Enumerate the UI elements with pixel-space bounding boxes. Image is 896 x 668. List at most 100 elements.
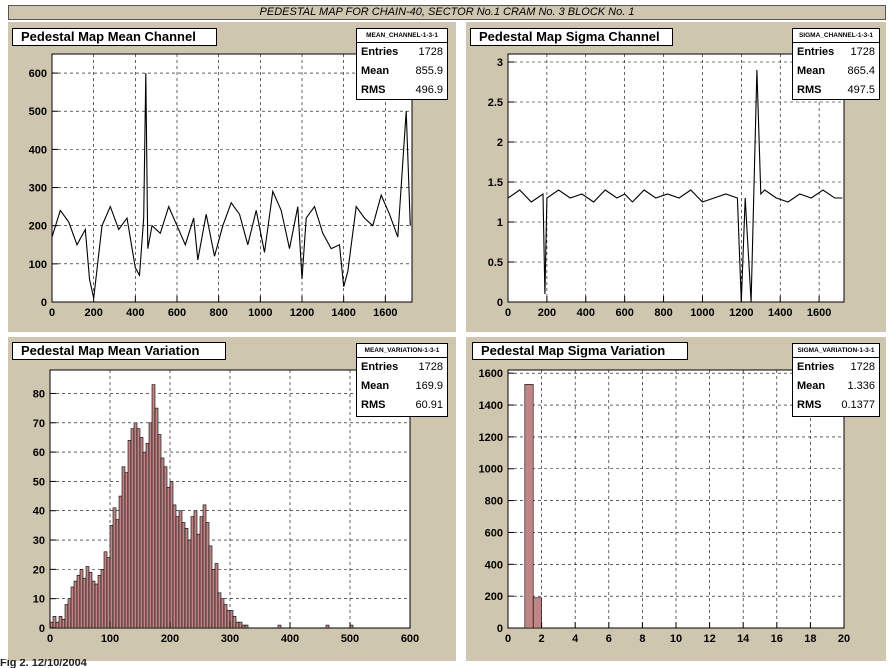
histogram-bar [139, 437, 144, 629]
y-tick-label: 1400 [479, 400, 503, 412]
histogram-bar [178, 510, 183, 629]
y-tick-label: 2 [497, 137, 503, 149]
stats-entries-label: Entries [797, 46, 835, 58]
stats-box: SIGMA_VARIATION-1-3-1 Entries 1728 Mean 1.… [792, 343, 880, 417]
series-line [507, 69, 843, 303]
stats-rms: 0.1377 [841, 399, 875, 411]
histogram-bar [151, 384, 156, 629]
histogram-bar [169, 481, 174, 629]
histogram-bar [58, 615, 63, 629]
y-tick-label: 10 [33, 594, 45, 606]
x-tick-label: 16 [771, 633, 783, 645]
y-tick-label: 3 [497, 57, 503, 69]
histogram-bar [160, 457, 165, 629]
histogram-bar [64, 604, 69, 629]
stats-name: MEAN_VARIATION-1-3-1 [357, 344, 447, 358]
chart-title: Pedestal Map Sigma Variation [472, 342, 688, 360]
y-tick-label: 500 [29, 106, 47, 118]
stats-rms: 60.91 [415, 399, 443, 411]
x-tick-label: 18 [804, 633, 816, 645]
panel-mean-variation: 0 100 200 300 400 500 600 0 10 20 30 40 50 60 70 80 Ped… [8, 337, 456, 661]
chart-sigma-channel: 0 200 400 600 800 1000 1200 1400 1600 0 0.5 1 1.5 2 2.… [488, 53, 845, 319]
histogram-bar [112, 507, 117, 629]
histogram-bar [61, 618, 66, 629]
stats-box: SIGMA_CHANNEL-1-3-1 Entries 1728 Mean 865.… [792, 28, 880, 100]
y-tick-label: 50 [33, 476, 45, 488]
x-tick-label: 14 [737, 633, 750, 645]
y-tick-label: 80 [33, 388, 45, 400]
y-tick-label: 1600 [479, 368, 503, 380]
x-tick-label: 1000 [690, 307, 714, 319]
y-tick-label: 70 [33, 418, 45, 430]
stats-name: MEAN_CHANNEL-1-3-1 [357, 29, 447, 43]
chart-title: Pedestal Map Mean Channel [12, 28, 217, 46]
x-tick-label: 400 [126, 307, 144, 319]
x-tick-label: 0 [505, 633, 511, 645]
y-tick-label: 0 [497, 623, 503, 635]
stats-entries-label: Entries [361, 361, 399, 373]
histogram-bar [163, 466, 168, 629]
chart-mean-channel: 0 200 400 600 800 1000 1200 1400 1600 0 100 200 300 4… [29, 53, 413, 319]
y-tick-label: 400 [29, 144, 47, 156]
panel-mean-channel: 0 200 400 600 800 1000 1200 1400 1600 0 100 200 300 4… [8, 22, 456, 332]
histogram-bar [199, 516, 204, 629]
y-tick-label: 0 [39, 623, 45, 635]
page-banner: PEDESTAL MAP FOR CHAIN-40, SECTOR No.1 C… [8, 5, 886, 20]
histogram-bar [235, 621, 240, 629]
panel-sigma-variation: 0 2 4 6 8 10 12 14 16 18 20 0 200 400 600 800 1000 1200 14… [466, 337, 886, 661]
histogram-bar [52, 615, 57, 629]
histogram-bar [145, 442, 150, 629]
histogram-bar [166, 486, 171, 629]
x-tick-label: 6 [606, 633, 612, 645]
histogram-bar [118, 495, 123, 629]
x-tick-label: 800 [209, 307, 227, 319]
histogram-bar [184, 528, 189, 629]
histogram-bar [205, 522, 210, 629]
histogram-bar [73, 580, 78, 629]
stats-box: MEAN_CHANNEL-1-3-1 Entries 1728 Mean 855.9… [356, 28, 448, 100]
x-tick-label: 1200 [729, 307, 753, 319]
stats-mean-label: Mean [361, 65, 390, 77]
histogram-bar [136, 428, 141, 629]
stats-rms-label: RMS [797, 84, 822, 96]
chart-sigma-variation: 0 2 4 6 8 10 12 14 16 18 2002004006008001000120014… [479, 368, 851, 645]
x-tick-label: 1400 [331, 307, 355, 319]
histogram-bar [238, 621, 243, 629]
x-tick-label: 1200 [290, 307, 314, 319]
histogram-bar [148, 422, 153, 629]
x-tick-label: 100 [101, 633, 119, 645]
chart-title: Pedestal Map Mean Variation [12, 342, 226, 360]
histogram-bar [79, 569, 84, 629]
histogram-bar [524, 384, 534, 629]
y-tick-label: 20 [33, 564, 45, 576]
histogram-bar [133, 422, 138, 629]
histogram-bar [223, 604, 228, 629]
histogram-bar [214, 563, 219, 629]
y-tick-label: 1200 [479, 432, 503, 444]
stats-box: MEAN_VARIATION-1-3-1 Entries 1728 Mean 169… [356, 343, 448, 417]
x-tick-label: 600 [401, 633, 419, 645]
histogram-bar [190, 516, 195, 629]
x-tick-label: 0 [49, 307, 55, 319]
series-line [51, 73, 411, 299]
x-tick-label: 2 [539, 633, 545, 645]
x-tick-label: 12 [703, 633, 715, 645]
footer-caption: Fig 2. 12/10/2004 [0, 659, 87, 668]
histogram-bar [325, 624, 330, 629]
stats-mean-label: Mean [797, 380, 826, 392]
x-tick-label: 1600 [807, 307, 831, 319]
stats-mean: 1.336 [847, 380, 875, 392]
histogram-bar [157, 434, 162, 629]
histogram-bar [97, 574, 102, 629]
histogram-bar [106, 557, 111, 629]
histogram-bar [94, 583, 99, 629]
stats-name: SIGMA_VARIATION-1-3-1 [793, 344, 879, 358]
stats-name: SIGMA_CHANNEL-1-3-1 [793, 29, 879, 43]
histogram-bar [142, 451, 147, 629]
histogram-bar [208, 545, 213, 629]
stats-mean: 855.9 [415, 65, 443, 77]
x-tick-label: 8 [639, 633, 645, 645]
stats-rms: 496.9 [415, 84, 443, 96]
stats-mean: 169.9 [415, 380, 443, 392]
stats-rms: 497.5 [847, 84, 875, 96]
